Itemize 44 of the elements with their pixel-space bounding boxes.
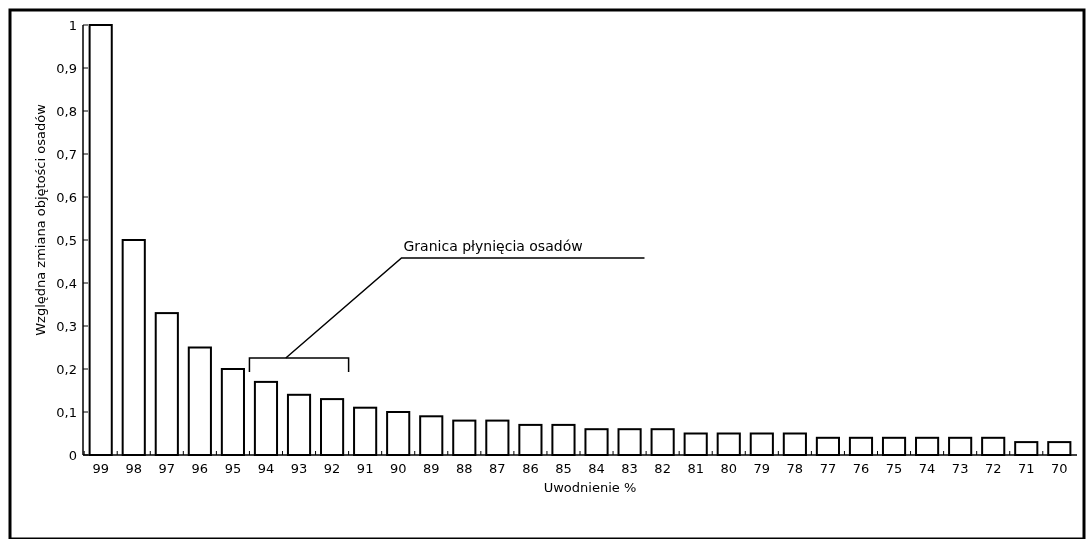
x-tick-label: 80 bbox=[720, 461, 738, 476]
x-tick-label: 82 bbox=[654, 461, 671, 476]
x-tick-label: 74 bbox=[918, 461, 936, 476]
x-tick-label: 83 bbox=[621, 461, 638, 476]
x-axis-title: Uwodnienie % bbox=[543, 480, 637, 495]
y-tick-label: 0,7 bbox=[56, 146, 77, 162]
y-tick-label: 0,6 bbox=[56, 189, 77, 205]
x-tick-label: 85 bbox=[555, 461, 572, 476]
y-tick-label: 0,1 bbox=[56, 404, 77, 420]
x-tick-label: 89 bbox=[422, 461, 440, 476]
x-tick-label: 79 bbox=[753, 461, 771, 476]
x-tick-label: 78 bbox=[786, 461, 804, 476]
x-tick-label: 96 bbox=[191, 461, 209, 476]
y-tick-label: 0,4 bbox=[56, 275, 77, 291]
x-tick-label: 81 bbox=[687, 461, 704, 476]
y-tick-label: 0,5 bbox=[56, 232, 77, 248]
y-tick-label: 1 bbox=[68, 17, 77, 33]
x-tick-label: 84 bbox=[588, 461, 605, 476]
x-tick-label: 98 bbox=[125, 461, 143, 476]
y-tick-label: 0 bbox=[68, 447, 77, 463]
y-axis-title: Względna zmiana objętości osadów bbox=[33, 103, 48, 336]
x-tick-label: 93 bbox=[290, 461, 308, 476]
x-tick-label: 91 bbox=[356, 461, 374, 476]
x-tick-label: 75 bbox=[885, 461, 903, 476]
x-tick-label: 72 bbox=[984, 461, 1002, 476]
y-tick-label: 0,2 bbox=[56, 361, 77, 377]
x-tick-label: 70 bbox=[1051, 461, 1068, 476]
x-tick-label: 87 bbox=[489, 461, 506, 476]
x-tick-label: 92 bbox=[323, 461, 341, 476]
x-tick-label: 86 bbox=[522, 461, 539, 476]
x-tick-label: 88 bbox=[456, 461, 473, 476]
x-tick-label: 77 bbox=[819, 461, 837, 476]
x-tick-label: 73 bbox=[951, 461, 969, 476]
y-tick-label: 0,9 bbox=[56, 60, 77, 76]
x-tick-label: 95 bbox=[224, 461, 242, 476]
x-tick-label: 76 bbox=[852, 461, 870, 476]
y-tick-label: 0,8 bbox=[56, 103, 77, 119]
x-tick-label: 90 bbox=[389, 461, 407, 476]
x-tick-label: 99 bbox=[92, 461, 109, 476]
y-tick-label: 0,3 bbox=[56, 318, 77, 334]
x-tick-label: 97 bbox=[158, 461, 176, 476]
x-tick-label: 71 bbox=[1017, 461, 1035, 476]
x-tick-label: 94 bbox=[257, 461, 275, 476]
annotation: Granica płynięcia osadów bbox=[403, 238, 583, 254]
